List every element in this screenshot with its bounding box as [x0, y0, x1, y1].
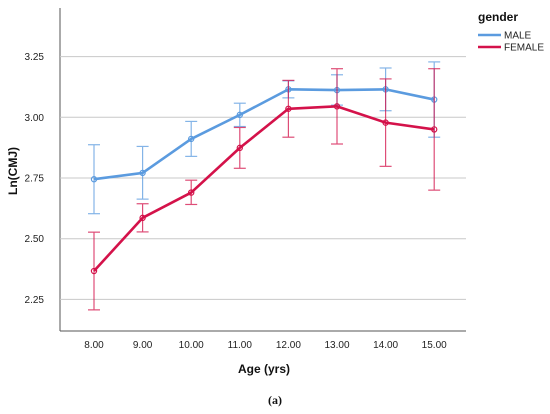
y-tick-label: 2.75: [25, 174, 45, 185]
data-point: [236, 111, 243, 119]
x-tick-label: 10.00: [179, 340, 204, 351]
y-tick-label: 3.25: [25, 52, 45, 63]
x-tick-label: 12.00: [276, 340, 301, 351]
data-point: [285, 105, 292, 112]
gridlines: [60, 56, 466, 300]
legend-title: gender: [478, 10, 518, 24]
x-axis-title: Age (yrs): [238, 362, 290, 376]
y-tick-label: 2.25: [25, 295, 45, 306]
y-tick-label: 2.50: [25, 234, 45, 245]
data-point: [333, 103, 341, 110]
data-point: [382, 119, 389, 126]
x-tick-label: 9.00: [133, 340, 153, 351]
figure-caption: (a): [268, 393, 282, 407]
x-tick-label: 8.00: [84, 340, 104, 351]
legend-label: MALE: [504, 31, 532, 42]
data-point: [187, 135, 195, 143]
x-tick-label: 14.00: [373, 340, 398, 351]
x-tick-label: 15.00: [422, 340, 447, 351]
series-line: [93, 105, 435, 272]
series-line: [93, 88, 435, 181]
data-point: [431, 126, 438, 133]
data-point: [187, 189, 195, 196]
legend-label: FEMALE: [504, 43, 544, 54]
y-ticks: 2.25 2.50 2.75 3.00 3.25: [25, 52, 45, 306]
series-male: [88, 61, 441, 215]
error-bars: [88, 61, 441, 215]
error-bars: [88, 68, 441, 311]
x-ticks: 8.00 9.00 10.00 11.00 12.00 13.00 14.00 15.00: [84, 340, 447, 351]
series-layer: [88, 61, 441, 311]
y-tick-label: 3.00: [25, 113, 45, 124]
data-point: [139, 214, 146, 222]
data-point: [90, 267, 98, 275]
data-point: [236, 144, 243, 152]
series-female: [88, 68, 441, 311]
data-point: [90, 176, 98, 183]
x-tick-label: 13.00: [324, 340, 349, 351]
x-tick-label: 11.00: [228, 340, 253, 351]
y-axis-title: Ln(CMJ): [6, 147, 20, 195]
data-point: [139, 169, 146, 177]
